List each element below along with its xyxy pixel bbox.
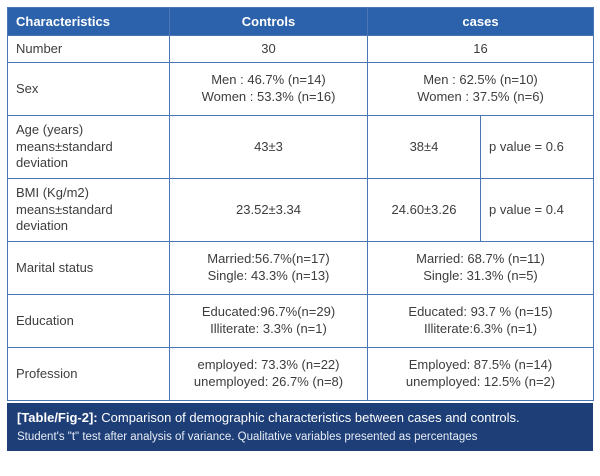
table-row-bmi: BMI (Kg/m2) means±standard deviation 23.… xyxy=(7,178,594,242)
marital-cases-value: Married: 68.7% (n=11) Single: 31.3% (n=5… xyxy=(367,241,594,295)
table-row-profession: Profession employed: 73.3% (n=22) unempl… xyxy=(7,347,594,401)
row-label-number: Number xyxy=(7,35,170,63)
table-figure: Characteristics Controls cases Number 30… xyxy=(7,7,594,451)
table-row-sex: Sex Men : 46.7% (n=14) Women : 53.3% (n=… xyxy=(7,62,594,116)
age-cases-value: 38±4 xyxy=(367,115,481,179)
table-row-marital: Marital status Married:56.7%(n=17) Singl… xyxy=(7,241,594,295)
demographics-table: Characteristics Controls cases Number 30… xyxy=(7,7,594,401)
age-p-value: p value = 0.6 xyxy=(480,115,594,179)
figure-caption-note: Student's "t" test after analysis of var… xyxy=(17,430,478,443)
bmi-controls-value: 23.52±3.34 xyxy=(169,178,368,242)
row-label-bmi: BMI (Kg/m2) means±standard deviation xyxy=(7,178,170,242)
table-row-age: Age (years) means±standard deviation 43±… xyxy=(7,115,594,179)
col-header-cases: cases xyxy=(367,7,594,36)
education-controls-value: Educated:96.7%(n=29) Illiterate: 3.3% (n… xyxy=(169,294,368,348)
number-controls-value: 30 xyxy=(169,35,368,63)
education-cases-value: Educated: 93.7 % (n=15) Illiterate:6.3% … xyxy=(367,294,594,348)
figure-caption: [Table/Fig-2]: Comparison of demographic… xyxy=(17,410,583,427)
age-controls-value: 43±3 xyxy=(169,115,368,179)
row-label-education: Education xyxy=(7,294,170,348)
bmi-p-value: p value = 0.4 xyxy=(480,178,594,242)
row-label-age: Age (years) means±standard deviation xyxy=(7,115,170,179)
number-cases-value: 16 xyxy=(367,35,594,63)
table-row-number: Number 30 16 xyxy=(7,35,594,63)
profession-controls-value: employed: 73.3% (n=22) unemployed: 26.7%… xyxy=(169,347,368,401)
figure-caption-text: Comparison of demographic characteristic… xyxy=(97,410,520,425)
row-label-sex: Sex xyxy=(7,62,170,116)
figure-caption-bar: [Table/Fig-2]: Comparison of demographic… xyxy=(7,403,593,451)
sex-cases-value: Men : 62.5% (n=10) Women : 37.5% (n=6) xyxy=(367,62,594,116)
marital-controls-value: Married:56.7%(n=17) Single: 43.3% (n=13) xyxy=(169,241,368,295)
table-row-education: Education Educated:96.7%(n=29) Illiterat… xyxy=(7,294,594,348)
figure-tag: [Table/Fig-2]: xyxy=(17,410,98,425)
col-header-controls: Controls xyxy=(169,7,368,36)
row-label-profession: Profession xyxy=(7,347,170,401)
header-row: Characteristics Controls cases xyxy=(7,7,594,36)
row-label-marital: Marital status xyxy=(7,241,170,295)
sex-controls-value: Men : 46.7% (n=14) Women : 53.3% (n=16) xyxy=(169,62,368,116)
profession-cases-value: Employed: 87.5% (n=14) unemployed: 12.5%… xyxy=(367,347,594,401)
col-header-characteristics: Characteristics xyxy=(7,7,170,36)
bmi-cases-value: 24.60±3.26 xyxy=(367,178,481,242)
